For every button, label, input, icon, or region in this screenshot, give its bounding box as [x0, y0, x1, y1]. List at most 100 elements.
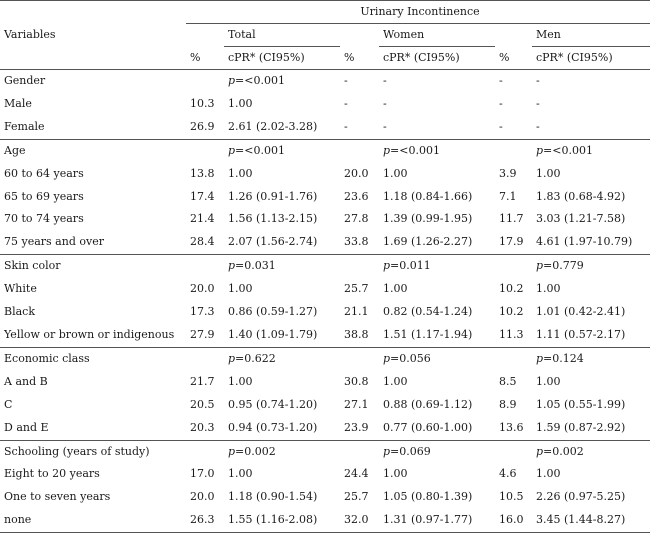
total-pct-cell: 17.0	[190, 467, 215, 481]
men-pct-cell: -	[499, 96, 503, 110]
total-cpr-cell: 1.00	[228, 374, 253, 388]
men-pct-cell: -	[499, 119, 503, 133]
total-cpr-cell: p=0.031	[224, 254, 340, 279]
men-pct-cell: 3.9	[499, 166, 517, 180]
men-pct-cell: 17.9	[499, 235, 524, 249]
women-cpr-cell: p=<0.001	[379, 138, 495, 163]
women-cpr-cell: 1.69 (1.26-2.27)	[383, 235, 473, 249]
group-title-header: Urinary Incontinence	[186, 0, 650, 24]
table-row: 70 to 74 years 21.4 1.56 (1.13-2.15) 27.8 1.…	[0, 208, 650, 231]
women-cpr-cell: p=0.011	[379, 254, 495, 279]
men-cpr-cell: 1.83 (0.68-4.92)	[536, 189, 626, 203]
total-pct-cell	[186, 439, 224, 464]
row-label-cell: A and B	[4, 374, 48, 388]
total-cpr-cell: 1.55 (1.16-2.08)	[224, 509, 340, 533]
women-pct-header: %	[340, 46, 379, 70]
men-cpr-cell: 4.61 (1.97-10.79)	[536, 235, 633, 249]
men-cpr-cell: -	[536, 119, 540, 133]
table-row: 60 to 64 years 13.8 1.00 20.0 1.00 3.9 1.00	[0, 163, 650, 186]
total-pct-cell: 27.9	[190, 327, 215, 341]
table-row: 75 years and over 28.4 2.07 (1.56-2.74) 33.…	[0, 231, 650, 254]
section-row: Age p=<0.001 p=<0.001 p=<0.001	[0, 138, 650, 163]
men-cpr-cell: 1.11 (0.57-2.17)	[536, 327, 626, 341]
total-pct-cell: 13.8	[190, 166, 215, 180]
men-cpr-cell: p=0.779	[532, 254, 650, 279]
women-cpr-cell: 0.82 (0.54-1.24)	[383, 305, 473, 319]
total-cpr-cell: 1.40 (1.09-1.79)	[228, 327, 318, 341]
women-cpr-cell: 1.00	[383, 166, 408, 180]
total-cpr-header: cPR* (CI95%)	[224, 46, 340, 70]
men-pct-cell: 4.6	[499, 467, 517, 481]
total-cpr-cell: p=<0.001	[228, 74, 285, 87]
women-pct-cell: 30.8	[344, 374, 369, 388]
table-row: Black 17.3 0.86 (0.59-1.27) 21.1 0.82 (0.54-…	[0, 301, 650, 324]
men-cpr-header: cPR* (CI95%)	[532, 46, 650, 70]
total-cpr-cell: 2.07 (1.56-2.74)	[228, 235, 318, 249]
women-pct-cell: 25.7	[344, 282, 369, 296]
women-cpr-cell: -	[383, 119, 387, 133]
women-cpr-cell: 0.88 (0.69-1.12)	[383, 397, 473, 411]
men-pct-cell	[495, 346, 532, 371]
men-pct-cell: 8.9	[499, 397, 517, 411]
total-pct-cell: 26.3	[186, 509, 224, 533]
men-pct-cell	[495, 439, 532, 464]
total-header: Total	[224, 23, 340, 47]
total-pct-cell: 10.3	[190, 96, 215, 110]
total-pct-header: %	[186, 46, 224, 70]
total-pct-cell: 28.4	[190, 235, 215, 249]
total-pct-cell: 17.4	[190, 189, 215, 203]
total-pct-cell	[186, 254, 224, 279]
header-row-group: Variables Urinary Incontinence	[0, 0, 650, 70]
row-label-cell: 60 to 64 years	[4, 166, 84, 180]
men-cpr-cell: 1.00	[536, 374, 561, 388]
men-pct-cell: 8.5	[499, 374, 517, 388]
women-cpr-cell: 1.39 (0.99-1.95)	[383, 212, 473, 226]
row-label-cell: Economic class	[0, 346, 186, 371]
total-cpr-cell: p=<0.001	[224, 138, 340, 163]
women-cpr-cell: -	[383, 74, 387, 87]
total-cpr-cell: 0.86 (0.59-1.27)	[228, 305, 318, 319]
row-label-cell: C	[4, 397, 13, 411]
section-row: Economic class p=0.622 p=0.056 p=0.124	[0, 346, 650, 371]
total-pct-cell	[186, 138, 224, 163]
total-cpr-cell: 1.00	[228, 96, 253, 110]
total-pct-cell: 20.5	[190, 397, 215, 411]
row-label-cell: Eight to 20 years	[4, 467, 100, 481]
men-cpr-cell: p=0.124	[532, 346, 650, 371]
table-row: White 20.0 1.00 25.7 1.00 10.2 1.00	[0, 278, 650, 301]
table-row: Female 26.9 2.61 (2.02-3.28) - - - -	[0, 116, 650, 139]
men-cpr-cell: -	[536, 96, 540, 110]
table-row: D and E 20.3 0.94 (0.73-1.20) 23.9 0.77 (0.6…	[0, 417, 650, 440]
row-label-cell: Male	[4, 96, 32, 110]
men-cpr-cell: 1.00	[536, 467, 561, 481]
table-row: Eight to 20 years 17.0 1.00 24.4 1.00 4.6 1.00	[0, 463, 650, 486]
total-cpr-cell: 0.95 (0.74-1.20)	[228, 397, 318, 411]
total-pct-cell	[186, 346, 224, 371]
total-cpr-cell: 1.56 (1.13-2.15)	[228, 212, 318, 226]
total-pct-cell	[186, 70, 224, 93]
men-cpr-cell: -	[536, 74, 540, 87]
women-pct-cell: -	[344, 119, 348, 133]
section-row: Gender p=<0.001 - - - -	[0, 70, 650, 93]
table-row: Yellow or brown or indigenous 27.9 1.40 (1…	[0, 324, 650, 347]
row-label-cell: Schooling (years of study)	[0, 439, 186, 464]
row-label-cell: Skin color	[0, 254, 186, 279]
men-pct-header: %	[495, 46, 532, 70]
men-cpr-cell: 1.01 (0.42-2.41)	[536, 305, 626, 319]
women-cpr-cell: 1.00	[383, 374, 408, 388]
men-pct-cell: 13.6	[499, 420, 524, 434]
men-pct-cell: 10.2	[499, 282, 524, 296]
total-cpr-cell: 1.00	[228, 282, 253, 296]
row-label-cell: 75 years and over	[4, 235, 104, 249]
men-cpr-cell: 1.00	[536, 282, 561, 296]
total-pct-cell: 21.7	[190, 374, 215, 388]
men-pct-cell: 16.0	[495, 509, 532, 533]
men-pct-cell: -	[499, 74, 503, 87]
men-cpr-cell: p=0.002	[532, 439, 650, 464]
total-pct-cell: 26.9	[190, 119, 215, 133]
women-cpr-cell: 1.31 (0.97-1.77)	[379, 509, 495, 533]
total-cpr-cell: p=0.622	[224, 346, 340, 371]
women-pct-cell: 27.8	[344, 212, 369, 226]
women-cpr-cell: p=0.069	[379, 439, 495, 464]
